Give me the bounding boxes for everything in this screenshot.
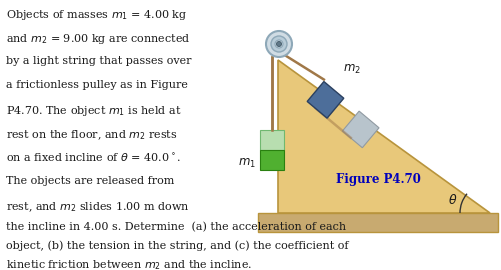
Circle shape (277, 42, 282, 46)
Text: $\theta$: $\theta$ (448, 193, 457, 207)
Text: the incline in 4.00 s. Determine  (a) the acceleration of each: the incline in 4.00 s. Determine (a) the… (6, 222, 346, 232)
Polygon shape (278, 60, 490, 213)
Text: on a fixed incline of $\theta$ = 40.0$^\circ$.: on a fixed incline of $\theta$ = 40.0$^\… (6, 152, 181, 164)
Text: kinetic friction between $m_2$ and the incline.: kinetic friction between $m_2$ and the i… (6, 258, 252, 270)
Bar (260, 130, 284, 150)
Text: rest on the floor, and $m_2$ rests: rest on the floor, and $m_2$ rests (6, 128, 177, 141)
Text: object, (b) the tension in the string, and (c) the coefficient of: object, (b) the tension in the string, a… (6, 240, 349, 251)
Polygon shape (342, 111, 379, 148)
Text: P4.70. The object $m_1$ is held at: P4.70. The object $m_1$ is held at (6, 104, 181, 118)
Polygon shape (307, 82, 344, 118)
Text: Figure P4.70: Figure P4.70 (336, 174, 420, 187)
Text: Objects of masses $m_1$ = 4.00 kg: Objects of masses $m_1$ = 4.00 kg (6, 8, 187, 22)
Circle shape (266, 31, 292, 57)
Text: $m_2$: $m_2$ (344, 63, 361, 76)
Text: and $m_2$ = 9.00 kg are connected: and $m_2$ = 9.00 kg are connected (6, 32, 190, 46)
Text: $m_1$: $m_1$ (238, 157, 256, 170)
Text: by a light string that passes over: by a light string that passes over (6, 56, 191, 66)
Text: a frictionless pulley as in Figure: a frictionless pulley as in Figure (6, 80, 188, 90)
Circle shape (271, 36, 287, 52)
Text: rest, and $m_2$ slides 1.00 m down: rest, and $m_2$ slides 1.00 m down (6, 200, 190, 214)
Bar (258, 213, 498, 232)
Text: The objects are released from: The objects are released from (6, 176, 174, 186)
Bar (260, 150, 284, 170)
Circle shape (275, 40, 283, 48)
